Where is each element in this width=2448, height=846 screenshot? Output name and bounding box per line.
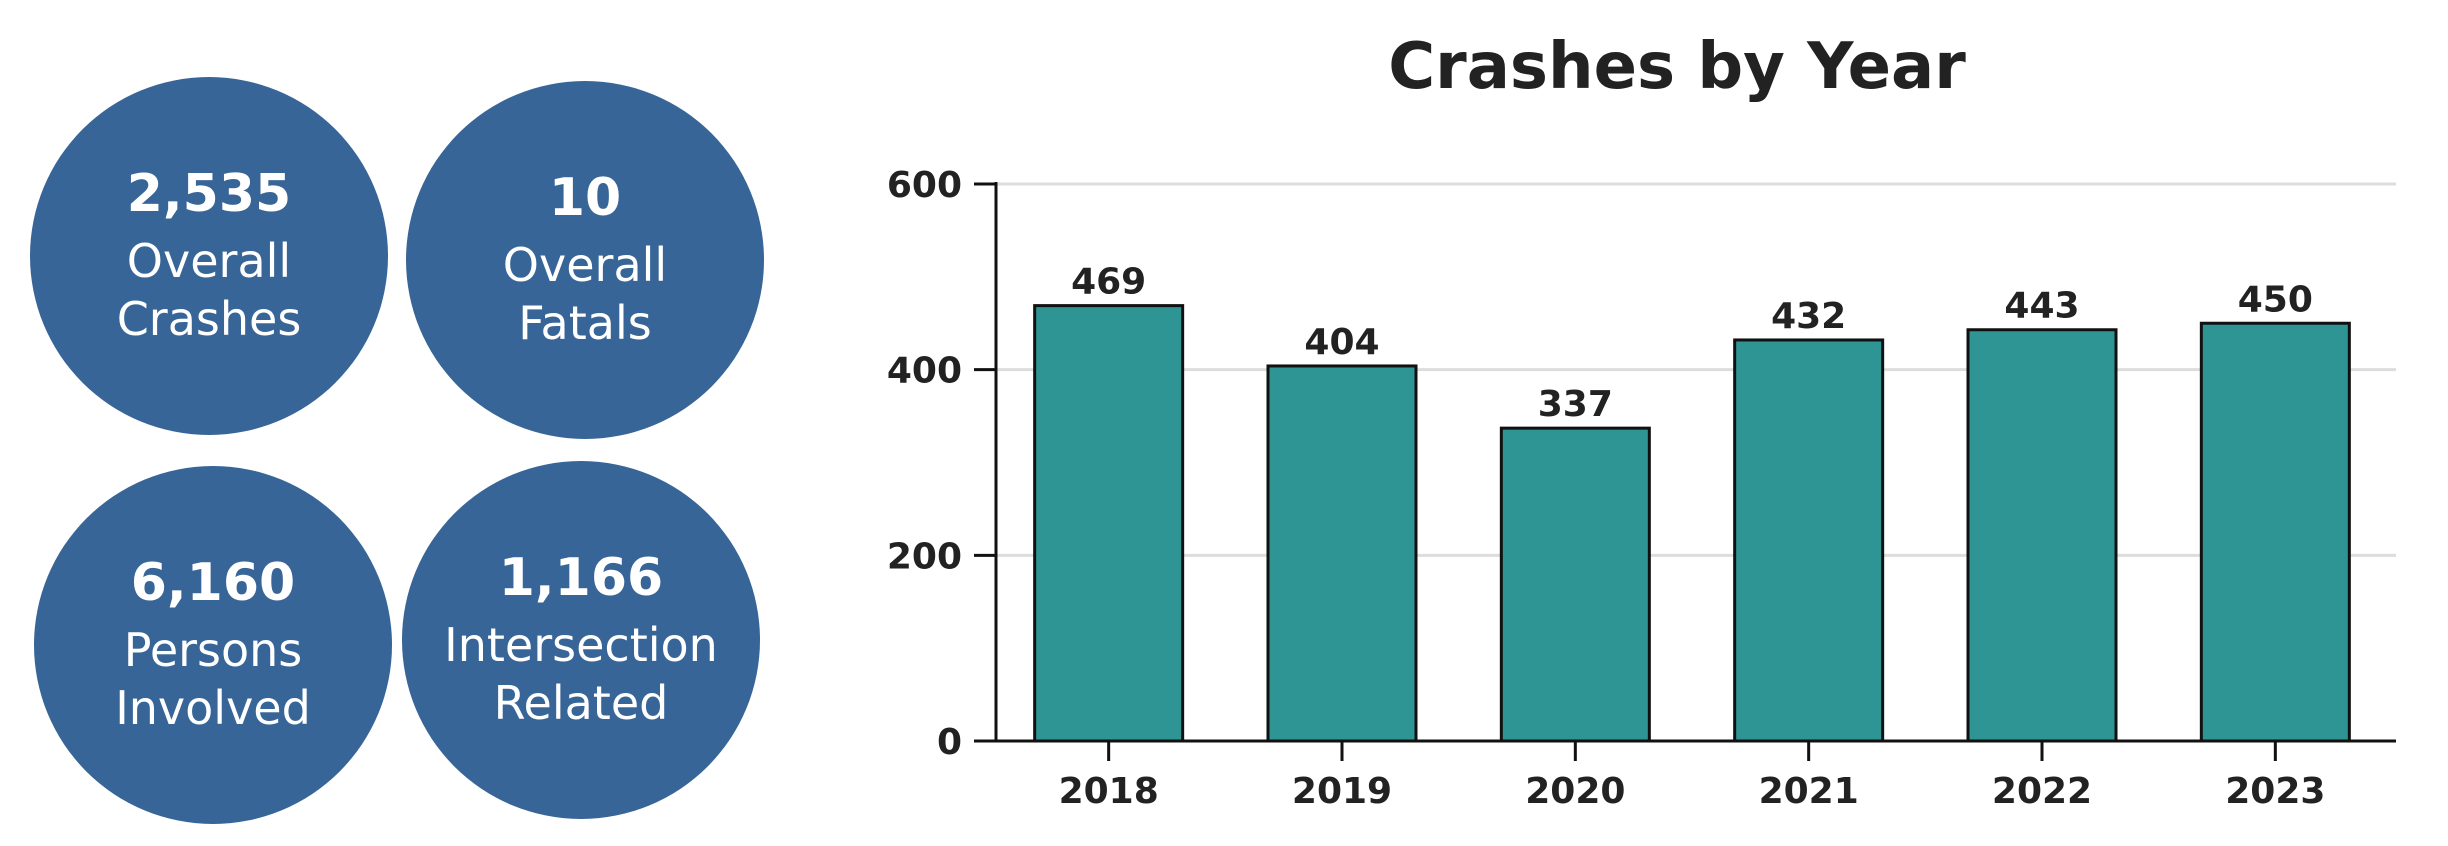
stat-value: 2,535 <box>126 164 292 224</box>
stat-label-line1: Overall <box>502 238 668 292</box>
stat-intersection-related: 1,166 Intersection Related <box>402 461 760 819</box>
bar-2018 <box>1033 304 1185 743</box>
x-tick-label-2018: 2018 <box>1059 771 1159 812</box>
stat-overall-crashes: 2,535 Overall Crashes <box>30 77 388 435</box>
data-label-2020: 337 <box>1538 384 1613 425</box>
stat-label-line2: Crashes <box>116 292 302 346</box>
data-label-2021: 432 <box>1771 296 1846 337</box>
bar-2021 <box>1733 338 1885 743</box>
x-tick-label-2020: 2020 <box>1525 771 1625 812</box>
stat-label-line1: Persons <box>123 623 303 677</box>
stat-label-line2: Involved <box>115 681 311 735</box>
data-label-2019: 404 <box>1304 322 1379 363</box>
stat-value: 6,160 <box>130 553 296 613</box>
x-tick-label-2021: 2021 <box>1759 771 1859 812</box>
bar-2023 <box>2199 321 2351 743</box>
stat-overall-fatals: 10 Overall Fatals <box>406 81 764 439</box>
axes <box>974 182 2396 761</box>
bars <box>1033 304 2351 743</box>
stat-label-line2: Fatals <box>518 296 652 350</box>
bar-2022 <box>1966 328 2118 743</box>
labels: 0 200 400 600 469 2018 404 2019 337 2020 432 2021 44… <box>887 165 2326 812</box>
bar-2020 <box>1499 426 1651 743</box>
data-label-2018: 469 <box>1071 262 1146 303</box>
stat-label-line1: Overall <box>126 234 292 288</box>
stat-label-line1: Intersection <box>444 618 718 672</box>
data-label-2022: 443 <box>2004 286 2079 327</box>
stats-panel: 2,535 Overall Crashes 10 Overall Fatals … <box>0 0 780 842</box>
bar-chart: Crashes by Year 0 200 400 600 469 2018 404 2019… <box>887 30 2396 812</box>
y-tick-label: 400 <box>887 351 962 392</box>
stat-value: 1,166 <box>498 548 664 608</box>
bar-chart-container: Crashes by Year 0 200 400 600 469 2018 404 2019… <box>800 0 2448 842</box>
stat-value: 10 <box>548 168 622 228</box>
stat-label-line2: Related <box>493 676 669 730</box>
x-tick-label-2022: 2022 <box>1992 771 2092 812</box>
y-tick-label: 0 <box>937 722 962 763</box>
data-label-2023: 450 <box>2238 279 2313 320</box>
x-tick-label-2019: 2019 <box>1292 771 1392 812</box>
y-tick-label: 600 <box>887 165 962 206</box>
grid-lines <box>996 182 2396 557</box>
x-tick-label-2023: 2023 <box>2225 771 2325 812</box>
bar-2019 <box>1266 364 1418 743</box>
chart-title: Crashes by Year <box>1388 30 1966 104</box>
stat-persons-involved: 6,160 Persons Involved <box>34 466 392 824</box>
y-tick-label: 200 <box>887 536 962 577</box>
